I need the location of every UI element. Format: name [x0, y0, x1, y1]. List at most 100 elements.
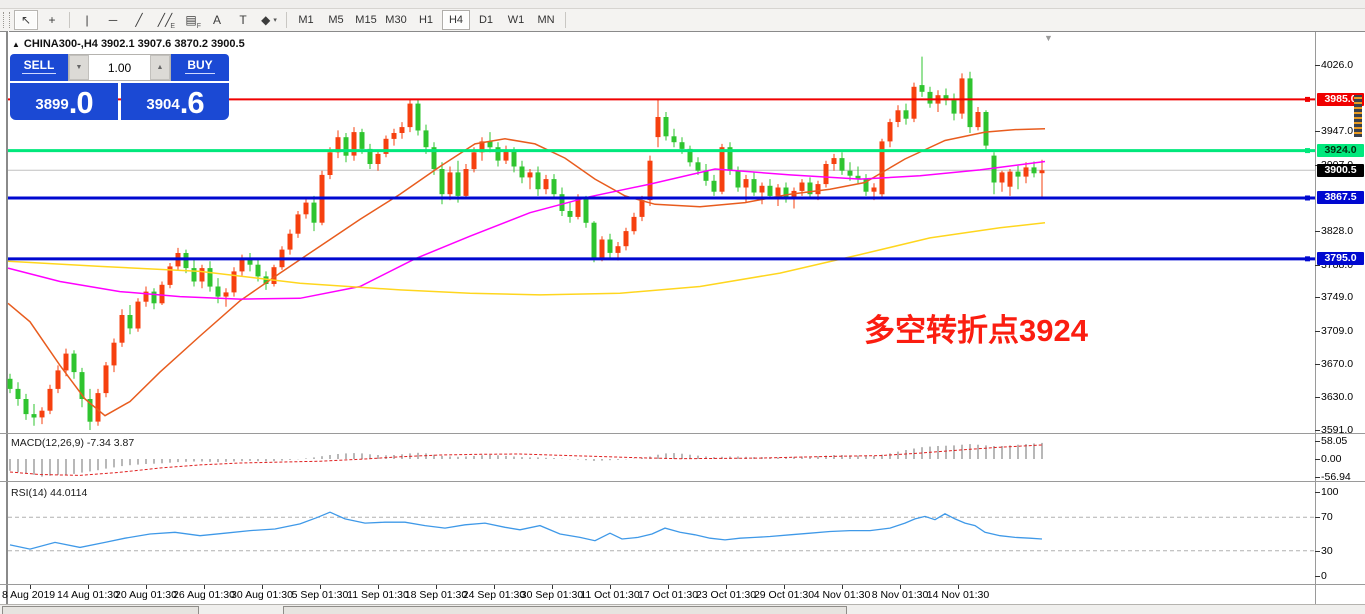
time-label: 17 Oct 01:30: [637, 589, 699, 601]
rsi-axis-tick: 0: [1321, 570, 1327, 582]
hline-handle: [1305, 195, 1310, 201]
buy-price-pips: .6: [179, 85, 205, 120]
sell-button[interactable]: SELL: [10, 54, 68, 81]
chart-shift-marker-icon[interactable]: ▼: [1044, 33, 1053, 43]
sell-price-pips: .0: [68, 85, 94, 120]
chart-title-text: CHINA300-,H4 3902.1 3907.6 3870.2 3900.5: [23, 38, 245, 50]
timeframe-m1[interactable]: M1: [298, 14, 314, 26]
ma-slow-line: [7, 221, 1046, 296]
sell-price-display[interactable]: 3899.0: [10, 83, 118, 120]
equidistant-channel-tool-icon[interactable]: ╱╱ E: [157, 13, 175, 30]
price-badge-3867.5: 3867.5: [1317, 191, 1364, 204]
rsi-pane: [8, 511, 1315, 552]
rsi-line: [9, 511, 1043, 550]
timeframe-m15[interactable]: M15: [355, 14, 377, 26]
timeframe-m5[interactable]: M5: [328, 14, 344, 26]
macd-axis-tick: -56.94: [1321, 471, 1351, 483]
macd-values: -7.34 3.87: [86, 437, 135, 449]
time-tick-mark: [726, 585, 727, 589]
vertical-line-tool-icon[interactable]: |: [85, 13, 89, 27]
bottom-tab-strip: [0, 605, 1365, 614]
timeframe-d1[interactable]: D1: [478, 14, 494, 26]
rsi-value: 44.0114: [50, 487, 88, 499]
top-toolbar-sliver: [0, 0, 1365, 9]
macd-pane-separator[interactable]: [0, 433, 1365, 434]
chart-toolbar: ↖ + | ─ ╱ ╱╱ E ▤ F A T ◆ ▾ M1 M5 M15 M30 H1 H4 D1 W1 MN: [0, 9, 1365, 32]
chart-window-left-border: [6, 31, 9, 605]
macd-tick-mark: [1315, 441, 1320, 442]
volume-input[interactable]: [89, 55, 150, 80]
time-tick-mark: [958, 585, 959, 589]
chart-text-annotation[interactable]: 多空转折点3924: [864, 313, 1088, 348]
price-tick: 3947.0: [1321, 125, 1354, 137]
rsi-pane-separator[interactable]: [0, 481, 1365, 482]
volume-increase-button[interactable]: ▲: [150, 55, 170, 80]
volume-stepper: ▼ ▲: [68, 54, 171, 81]
time-label: 8 Nov 01:30: [871, 589, 929, 601]
time-label: 26 Aug 01:30: [173, 589, 235, 601]
price-tick-mark: [1315, 364, 1320, 365]
horizontal-line-tool-icon[interactable]: ─: [108, 13, 118, 27]
price-tick-mark: [1315, 297, 1320, 298]
rsi-axis-tick: 70: [1321, 511, 1333, 523]
buy-price-main: 3904: [146, 96, 180, 113]
price-tick: 3630.0: [1321, 391, 1354, 403]
time-tick-mark: [784, 585, 785, 589]
time-tick-mark: [900, 585, 901, 589]
time-tick-mark: [668, 585, 669, 589]
rsi-tick-mark: [1315, 576, 1320, 577]
timeframe-mn[interactable]: MN: [537, 14, 555, 26]
buy-button[interactable]: BUY: [171, 54, 229, 81]
trendline-tool-icon[interactable]: ╱: [135, 13, 143, 27]
macd-tick-mark: [1315, 459, 1320, 460]
time-label: 30 Aug 01:30: [231, 589, 293, 601]
crosshair-tool-icon[interactable]: +: [48, 13, 56, 27]
rsi-tick-mark: [1315, 517, 1320, 518]
price-tick-mark: [1315, 265, 1320, 266]
toolbar-separator: [69, 12, 70, 28]
chart-title: ▲ CHINA300-,H4 3902.1 3907.6 3870.2 3900.…: [12, 38, 245, 50]
bottom-tab-segment[interactable]: [283, 606, 847, 614]
price-tick-mark: [1315, 331, 1320, 332]
time-label: 20 Aug 01:30: [115, 589, 177, 601]
time-tick-mark: [552, 585, 553, 589]
price-axis-separator: [1315, 32, 1316, 605]
price-tick: 3709.0: [1321, 325, 1354, 337]
ma-mid-line: [7, 160, 1046, 300]
timeframe-h4[interactable]: H4: [442, 10, 470, 30]
price-tick: 3591.0: [1321, 424, 1354, 436]
chart-window-top-border: [0, 31, 1365, 32]
buy-price-display[interactable]: 3904.6: [121, 83, 229, 120]
mini-scrollbar[interactable]: [1352, 92, 1364, 140]
bottom-tab-segment[interactable]: [2, 606, 199, 614]
timeframe-m30[interactable]: M30: [385, 14, 407, 26]
time-label: 24 Sep 01:30: [462, 589, 526, 601]
fibonacci-tool-icon[interactable]: ▤ F: [185, 13, 201, 30]
bottom-border: [0, 604, 1365, 605]
toolbar-grip[interactable]: [3, 12, 10, 28]
hline-handle: [1305, 96, 1310, 102]
price-tick: 3670.0: [1321, 358, 1354, 370]
time-tick-mark: [204, 585, 205, 589]
price-tick: 3749.0: [1321, 291, 1354, 303]
macd-axis-tick: 58.05: [1321, 435, 1348, 447]
arrows-tool-icon[interactable]: ◆ ▾: [261, 13, 277, 27]
time-label: 18 Sep 01:30: [404, 589, 468, 601]
toolbar-separator: [286, 12, 287, 28]
price-tick-mark: [1315, 430, 1320, 431]
macd-indicator-label: MACD(12,26,9) -7.34 3.87: [11, 437, 135, 449]
text-label-tool-icon[interactable]: T: [239, 13, 247, 27]
toolbar-separator: [565, 12, 566, 28]
cursor-tool-icon[interactable]: ↖: [14, 10, 38, 30]
time-label: 23 Oct 01:30: [695, 589, 757, 601]
volume-decrease-button[interactable]: ▼: [69, 55, 89, 80]
macd-pane: [9, 442, 1043, 477]
price-tick: 4026.0: [1321, 59, 1354, 71]
macd-signal-line: [9, 444, 1043, 476]
timeframe-h1[interactable]: H1: [418, 14, 434, 26]
text-tool-icon[interactable]: A: [212, 13, 221, 27]
symbol-marker-icon: ▲: [12, 40, 20, 49]
price-badge-3900.5: 3900.5: [1317, 164, 1364, 177]
time-tick-mark: [378, 585, 379, 589]
timeframe-w1[interactable]: W1: [507, 14, 525, 26]
